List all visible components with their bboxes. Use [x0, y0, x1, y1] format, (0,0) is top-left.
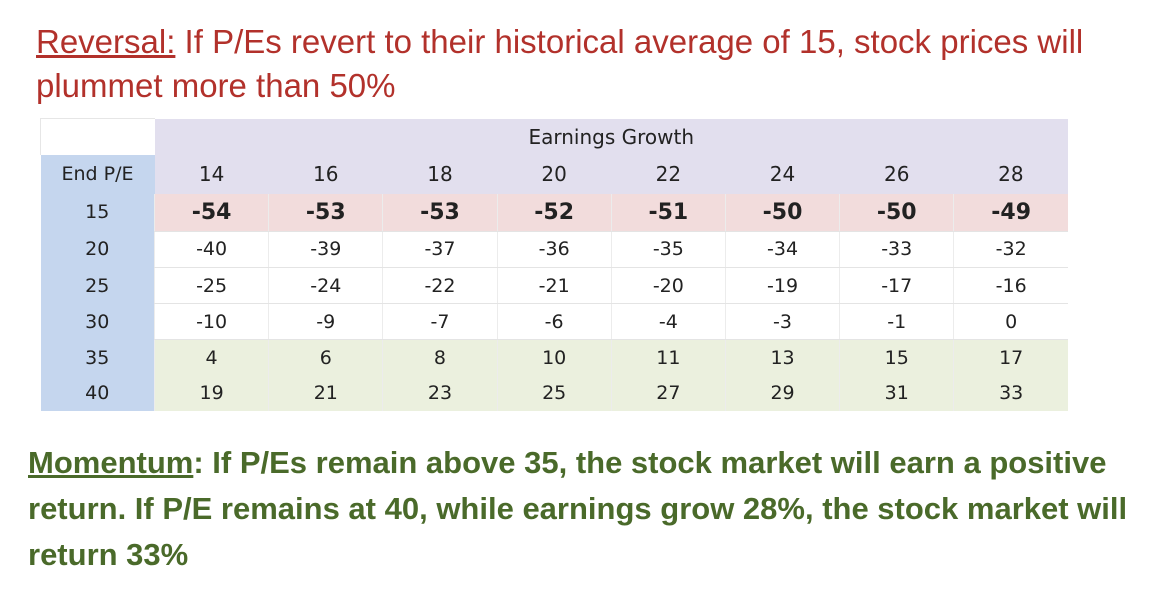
table-cell: 33 — [953, 375, 1068, 411]
row-header-label: End P/E — [40, 155, 155, 194]
table-cell: 4 — [153, 339, 269, 376]
table-row-pe-15: 15 -54 -53 -53 -52 -51 -50 -50 -49 — [40, 193, 1068, 232]
column-header-24: 24 — [725, 155, 840, 194]
column-header-18: 18 — [382, 155, 498, 194]
table-cell: -51 — [610, 193, 726, 232]
table-cell: -20 — [610, 267, 726, 305]
table-cell: -21 — [496, 267, 612, 305]
table-cell: -50 — [839, 193, 954, 232]
table-cell: -53 — [382, 193, 498, 232]
table-cell: -50 — [724, 193, 840, 232]
table-cell: 31 — [839, 375, 954, 411]
table-cell: 6 — [268, 339, 383, 376]
table-cell: 19 — [153, 375, 269, 411]
table-cell: -35 — [610, 231, 726, 268]
table-cell: -7 — [382, 303, 498, 341]
column-header-14: 14 — [154, 155, 269, 194]
table-cell: -3 — [724, 303, 840, 341]
table-cell: -36 — [496, 231, 612, 268]
table-cell: -10 — [153, 303, 269, 341]
row-label: 40 — [40, 375, 155, 411]
column-header-22: 22 — [611, 155, 726, 194]
column-header-row: End P/E 14 16 18 20 22 24 26 28 — [40, 155, 1068, 194]
slide-title: Reversal: If P/Es revert to their histor… — [36, 20, 1096, 108]
title-text: If P/Es revert to their historical avera… — [36, 23, 1084, 104]
table-cell: -40 — [153, 231, 269, 268]
table-row-pe-40: 40 19 21 23 25 27 29 31 33 — [40, 375, 1068, 411]
table-cell: -22 — [382, 267, 498, 305]
table-cell: 11 — [610, 339, 726, 376]
row-label: 30 — [40, 303, 155, 340]
table-cell: 23 — [382, 375, 498, 411]
table-cell: -1 — [839, 303, 954, 341]
table-cell: -9 — [268, 303, 383, 341]
table-cell: -52 — [496, 193, 612, 232]
table-cell: -34 — [724, 231, 840, 268]
row-label: 35 — [40, 339, 155, 376]
table-cell: 10 — [496, 339, 612, 376]
footer-keyword: Momentum — [28, 445, 194, 480]
table-cell: -54 — [153, 193, 269, 232]
table-cell: 8 — [382, 339, 498, 376]
row-label: 15 — [40, 193, 155, 232]
table-cell: 29 — [724, 375, 840, 411]
table-cell: 27 — [610, 375, 726, 411]
header-span-row: Earnings Growth — [40, 118, 1068, 156]
table-cell: -19 — [724, 267, 840, 305]
table-cell: -4 — [610, 303, 726, 341]
table-row-pe-20: 20 -40 -39 -37 -36 -35 -34 -33 -32 — [40, 231, 1068, 268]
column-header-16: 16 — [268, 155, 383, 194]
table-row-pe-35: 35 4 6 8 10 11 13 15 17 — [40, 339, 1068, 376]
table-cell: -16 — [953, 267, 1068, 305]
corner-cell — [40, 118, 155, 156]
returns-table: Earnings Growth End P/E 14 16 18 20 22 24 26 28… — [40, 118, 1068, 411]
table-cell: 0 — [953, 303, 1068, 341]
table-cell: 17 — [953, 339, 1068, 376]
table-cell: 25 — [496, 375, 612, 411]
footer-text: : If P/Es remain above 35, the stock mar… — [28, 445, 1128, 572]
table-cell: -6 — [496, 303, 612, 341]
table-row-pe-25: 25 -25 -24 -22 -21 -20 -19 -17 -16 — [40, 267, 1068, 305]
table-cell: -53 — [268, 193, 383, 232]
slide-footer: Momentum: If P/Es remain above 35, the s… — [28, 440, 1138, 578]
table-cell: -39 — [268, 231, 383, 268]
table-cell: -32 — [953, 231, 1068, 268]
column-header-28: 28 — [953, 155, 1068, 194]
table-cell: -49 — [953, 193, 1068, 232]
column-header-20: 20 — [497, 155, 612, 194]
earnings-growth-header: Earnings Growth — [154, 118, 1068, 156]
sensitivity-table: Earnings Growth End P/E 14 16 18 20 22 24 26 28… — [40, 118, 1068, 411]
table-cell: -33 — [839, 231, 954, 268]
table-cell: -25 — [153, 267, 269, 305]
column-header-26: 26 — [839, 155, 954, 194]
row-label: 25 — [40, 267, 155, 304]
table-cell: 15 — [839, 339, 954, 376]
row-label: 20 — [40, 231, 155, 268]
table-cell: 13 — [724, 339, 840, 376]
table-cell: -17 — [839, 267, 954, 305]
table-cell: -24 — [268, 267, 383, 305]
table-row-pe-30: 30 -10 -9 -7 -6 -4 -3 -1 0 — [40, 303, 1068, 341]
table-cell: 21 — [268, 375, 383, 411]
table-cell: -37 — [382, 231, 498, 268]
title-keyword: Reversal: — [36, 23, 176, 60]
